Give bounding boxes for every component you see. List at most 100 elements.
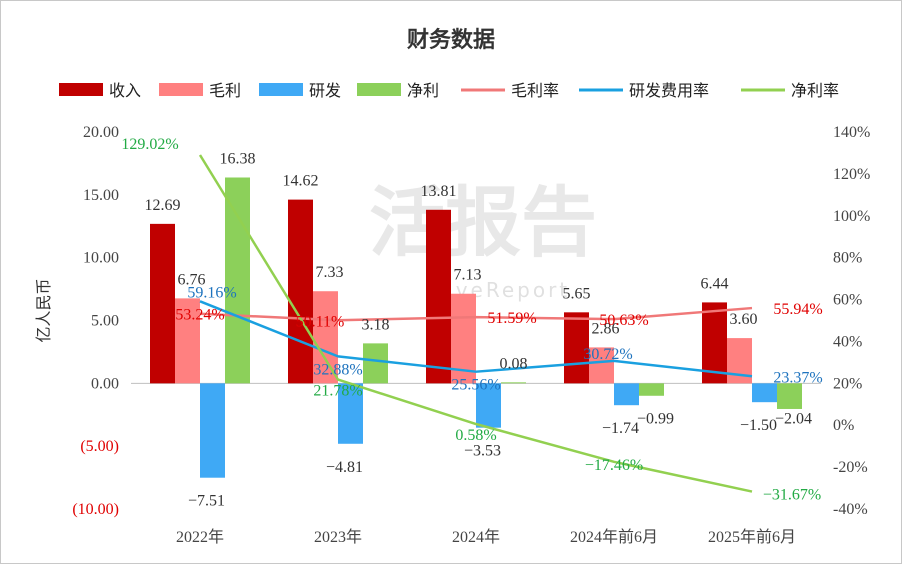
bar-研发 [752, 383, 777, 403]
bar-label-收入: 14.62 [283, 173, 319, 190]
line-毛利率 [199, 306, 753, 322]
y2-tick-label: 40% [833, 333, 862, 350]
bar-label-毛利: 6.76 [178, 271, 206, 288]
line-label-净利率: 21.78% [313, 383, 362, 400]
bar-label-研发: −1.50 [740, 417, 777, 434]
bar-净利 [363, 343, 388, 384]
y2-tick-label: 60% [833, 292, 862, 309]
bar-label-净利: −2.04 [775, 410, 812, 427]
line-label-毛利率: 50.11% [296, 313, 345, 330]
legend-swatch-研发 [259, 83, 303, 96]
axes: 20.00 15.00 10.00 5.00 0.00 (5.00) (10.00) 140%… [34, 124, 870, 546]
line-label-净利率: −31.67% [763, 487, 821, 504]
y-tick-label: 5.00 [91, 313, 119, 330]
line-label-研发费用率: 25.56% [451, 377, 500, 394]
watermark-text: 活报告 [369, 178, 597, 267]
line-净利率 [198, 154, 753, 493]
bar-研发 [338, 383, 363, 444]
bar-label-毛利: 3.60 [730, 311, 758, 328]
y2-tick-label: -20% [833, 459, 868, 476]
bar-毛利 [313, 291, 338, 384]
bar-收入 [150, 223, 175, 384]
line-label-净利率: 0.58% [455, 427, 496, 444]
x-tick-label: 2024年 [452, 528, 500, 546]
legend-swatch-毛利 [159, 83, 203, 96]
bar-收入 [702, 302, 727, 384]
y-tick-label: 20.00 [83, 124, 119, 141]
chart-title: 财务数据 [407, 27, 495, 53]
legend: 收入 毛利 研发 净利 毛利率 研发费用率 净利率 [59, 81, 839, 100]
bar-label-研发: −1.74 [602, 420, 639, 437]
legend-swatch-净利 [357, 83, 401, 96]
bar-毛利 [589, 347, 614, 384]
bar-label-净利: −0.99 [637, 410, 674, 427]
line-label-研发费用率: 23.37% [773, 369, 822, 386]
data-labels: 12.69 14.62 13.81 5.65 6.44 6.76 7.33 7.13 2.86 3… [121, 136, 822, 510]
bar-label-收入: 5.65 [563, 285, 591, 302]
bar-label-研发: −4.81 [326, 459, 363, 476]
legend-label: 研发费用率 [629, 81, 709, 100]
bar-研发 [614, 383, 639, 406]
bar-label-毛利: 2.86 [592, 320, 620, 337]
line-label-毛利率: 50.63% [599, 312, 648, 329]
y-tick-label: 15.00 [83, 187, 119, 204]
y-tick-label: 10.00 [83, 250, 119, 267]
line-label-净利率: 129.02% [121, 136, 178, 153]
x-tick-label: 2024年前6月 [570, 528, 658, 546]
bar-净利 [639, 383, 664, 396]
legend-label: 净利 [407, 81, 439, 100]
lines [198, 154, 753, 493]
y-tick-label: (5.00) [80, 438, 119, 455]
y2-tick-label: 100% [833, 208, 870, 225]
bar-净利 [501, 382, 526, 384]
bar-label-净利: 0.08 [500, 355, 528, 372]
line-label-研发费用率: 59.16% [187, 284, 236, 301]
y2-tick-label: 120% [833, 166, 870, 183]
bar-收入 [426, 209, 451, 384]
bar-净利 [225, 177, 250, 384]
legend-label: 研发 [309, 81, 341, 100]
bar-label-净利: 3.18 [362, 316, 390, 333]
y2-tick-label: 80% [833, 250, 862, 267]
bar-净利 [777, 383, 802, 409]
bars [150, 177, 802, 478]
y-tick-label: 0.00 [91, 375, 119, 392]
legend-label: 毛利率 [511, 81, 559, 100]
bar-研发 [200, 383, 225, 478]
bar-label-研发: −7.51 [188, 493, 225, 510]
line-label-研发费用率: 32.88% [313, 361, 362, 378]
bar-收入 [288, 199, 313, 384]
line-label-净利率: −17.46% [585, 457, 643, 474]
bar-label-研发: −3.53 [464, 443, 501, 460]
line-label-毛利率: 55.94% [773, 301, 822, 318]
bar-label-收入: 13.81 [421, 183, 457, 200]
legend-swatch-收入 [59, 83, 103, 96]
bar-label-毛利: 7.13 [454, 267, 482, 284]
bar-label-毛利: 7.33 [316, 264, 344, 281]
line-研发费用率 [199, 300, 753, 378]
legend-label: 收入 [109, 81, 141, 100]
y2-tick-label: 0% [833, 417, 854, 434]
legend-label: 净利率 [791, 81, 839, 100]
y-axis-label: 亿人民币 [34, 278, 53, 342]
bar-label-收入: 12.69 [145, 197, 181, 214]
bar-label-收入: 6.44 [701, 275, 729, 292]
y2-tick-label: 20% [833, 375, 862, 392]
line-label-研发费用率: 30.72% [583, 346, 632, 363]
y-tick-label: (10.00) [72, 501, 119, 518]
x-tick-label: 2022年 [176, 528, 224, 546]
watermark: 活报告 LiveReport [369, 178, 597, 302]
bar-毛利 [175, 298, 200, 384]
y2-tick-label: -40% [833, 501, 868, 518]
y2-tick-label: 140% [833, 124, 870, 141]
legend-label: 毛利 [209, 81, 241, 100]
bar-收入 [564, 312, 589, 384]
line-label-毛利率: 53.24% [175, 307, 224, 324]
x-tick-label: 2023年 [314, 528, 362, 546]
bar-label-净利: 16.38 [220, 150, 256, 167]
x-tick-label: 2025年前6月 [708, 528, 796, 546]
line-label-毛利率: 51.59% [487, 310, 536, 327]
bar-研发 [476, 383, 501, 428]
